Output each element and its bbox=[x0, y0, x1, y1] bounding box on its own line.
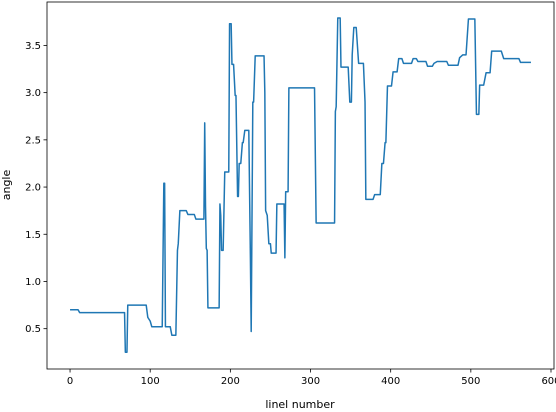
y-tick-label: 1.5 bbox=[25, 230, 41, 241]
x-tick-label: 600 bbox=[541, 376, 556, 387]
x-tick-label: 0 bbox=[67, 376, 73, 387]
x-tick-label: 500 bbox=[461, 376, 480, 387]
plot-frame bbox=[46, 1, 555, 370]
x-tick-label: 400 bbox=[381, 376, 400, 387]
y-tick-label: 1.0 bbox=[25, 277, 41, 288]
y-axis-label: angle bbox=[0, 170, 13, 201]
y-tick-label: 3.0 bbox=[25, 88, 41, 99]
data-line bbox=[70, 17, 531, 354]
x-axis-label: linel number bbox=[265, 398, 335, 411]
y-tick-label: 2.5 bbox=[25, 135, 41, 146]
y-tick-label: 3.5 bbox=[25, 41, 41, 52]
x-tick-label: 200 bbox=[221, 376, 240, 387]
y-tick-label: 0.5 bbox=[25, 324, 41, 335]
x-tick-label: 100 bbox=[141, 376, 160, 387]
y-tick-label: 2.0 bbox=[25, 183, 41, 194]
x-tick-label: 300 bbox=[301, 376, 320, 387]
